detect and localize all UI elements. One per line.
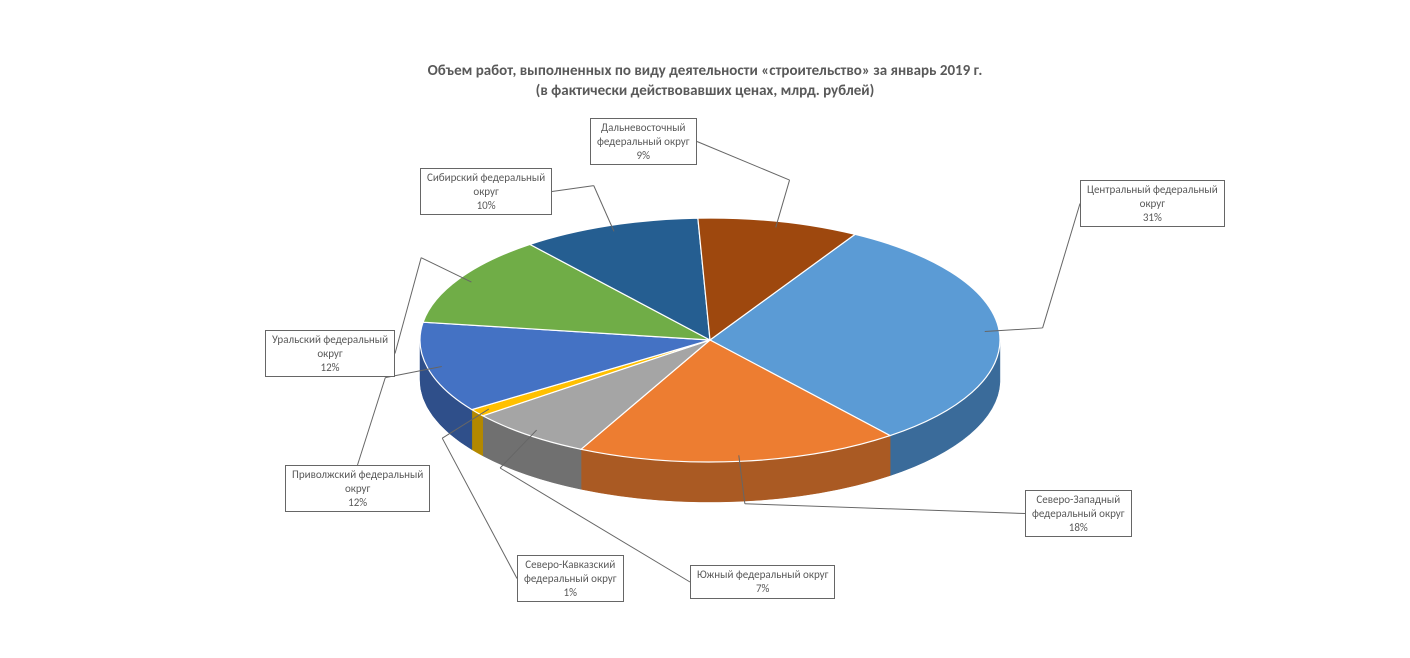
slice-label: Южный федеральный округ7%	[690, 565, 835, 599]
slice-label: Центральный федеральныйокруг31%	[1080, 180, 1225, 227]
slice-label: Дальневосточныйфедеральный округ9%	[590, 118, 697, 165]
slice-label: Северо-Кавказскийфедеральный округ1%	[517, 555, 624, 602]
slice-label: Приволжский федеральныйокруг12%	[285, 465, 430, 512]
pie-chart-svg	[0, 0, 1410, 658]
slice-label: Уральский федеральныйокруг12%	[265, 330, 395, 377]
pie-chart-container: Объем работ, выполненных по виду деятель…	[0, 0, 1410, 658]
slice-label: Сибирский федеральныйокруг10%	[420, 168, 552, 215]
slice-label: Северо-Западныйфедеральный округ18%	[1025, 490, 1132, 537]
